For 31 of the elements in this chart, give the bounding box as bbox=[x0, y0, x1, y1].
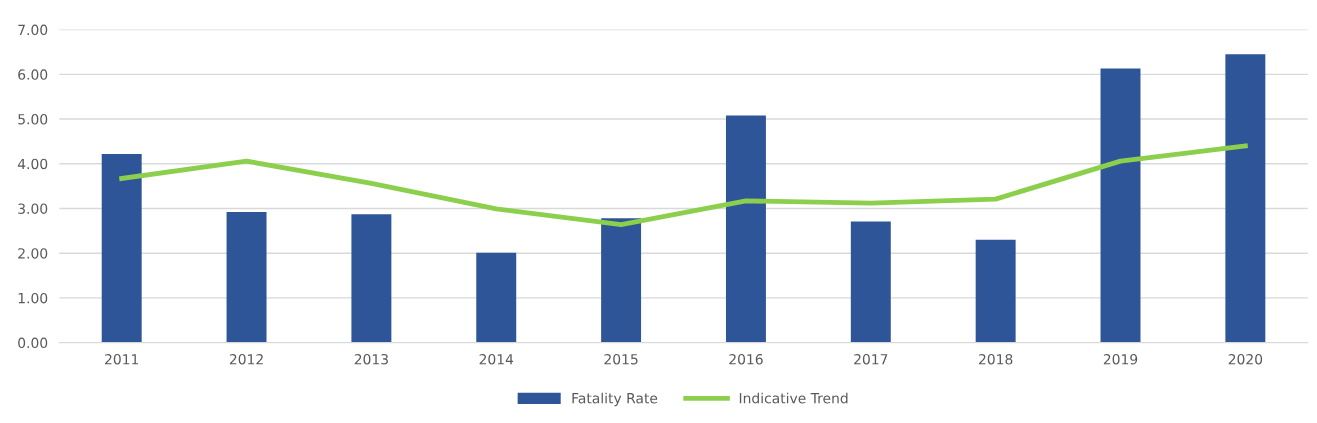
bar bbox=[226, 212, 267, 343]
y-tick-label: 0.00 bbox=[18, 337, 48, 349]
x-tick-label: 2020 bbox=[1228, 353, 1263, 365]
x-tick-label: 2018 bbox=[979, 353, 1013, 365]
bar bbox=[101, 153, 142, 343]
y-tick-label: 1.00 bbox=[18, 292, 48, 304]
legend-label: Indicative Trend bbox=[739, 392, 848, 404]
y-tick-label: 7.00 bbox=[18, 24, 48, 36]
bar bbox=[476, 252, 517, 343]
bar bbox=[601, 218, 642, 343]
x-tick-label: 2017 bbox=[854, 353, 888, 365]
x-tick-label: 2015 bbox=[604, 353, 638, 365]
y-tick-label: 2.00 bbox=[18, 248, 48, 259]
bar bbox=[1100, 68, 1141, 343]
y-tick-label: 3.00 bbox=[18, 203, 48, 214]
x-tick-label: 2016 bbox=[729, 353, 763, 365]
x-tick-label: 2011 bbox=[105, 353, 139, 365]
y-tick-label: 6.00 bbox=[18, 69, 48, 80]
bar bbox=[351, 214, 392, 343]
x-tick-label: 2012 bbox=[229, 353, 263, 365]
x-tick-label: 2019 bbox=[1103, 353, 1138, 365]
y-tick-label: 4.00 bbox=[17, 158, 48, 170]
legend-label: Fatality Rate bbox=[572, 392, 658, 407]
bar bbox=[725, 115, 766, 343]
bar bbox=[1225, 54, 1266, 343]
bar bbox=[850, 221, 891, 343]
y-tick-label: 5.00 bbox=[18, 114, 48, 125]
x-tick-label: 2014 bbox=[479, 353, 514, 365]
x-tick-label: 2013 bbox=[354, 353, 388, 365]
bar bbox=[975, 239, 1016, 343]
line-series bbox=[119, 143, 1248, 228]
